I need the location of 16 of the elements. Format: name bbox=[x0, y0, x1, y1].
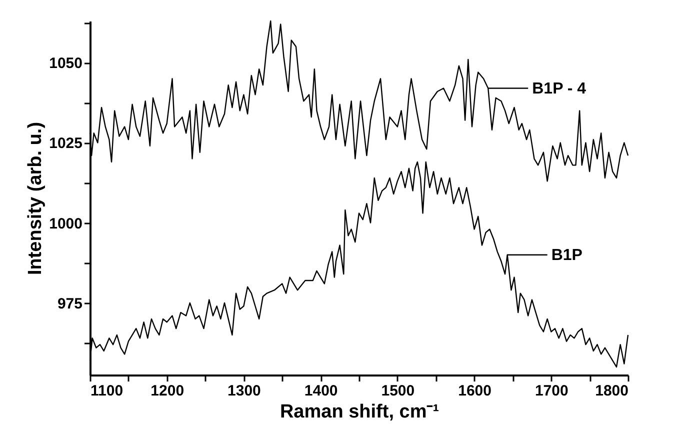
x-axis-title: Raman shift, cm⁻¹ bbox=[280, 402, 440, 422]
x-tick-label: 1700 bbox=[534, 382, 568, 400]
x-tick-label: 1100 bbox=[90, 382, 124, 400]
x-tick-label: 1200 bbox=[150, 382, 184, 400]
annotation: B1P bbox=[551, 246, 583, 264]
y-tick-label: 1050 bbox=[49, 55, 82, 72]
y-tick-label: 975 bbox=[57, 295, 82, 312]
y-tick-label: 1025 bbox=[49, 135, 82, 152]
x-tick-label: 1400 bbox=[304, 382, 338, 400]
x-tick-label: 1600 bbox=[458, 382, 492, 400]
x-tick-label: 1800 bbox=[595, 382, 628, 400]
x-tick-label: 1300 bbox=[228, 382, 261, 400]
x-tick-label: 1500 bbox=[381, 382, 415, 400]
y-tick-label: 1000 bbox=[49, 215, 82, 232]
y-axis-title: Intensity (arb. u.) bbox=[25, 122, 46, 276]
annotation: B1P - 4 bbox=[532, 80, 586, 98]
